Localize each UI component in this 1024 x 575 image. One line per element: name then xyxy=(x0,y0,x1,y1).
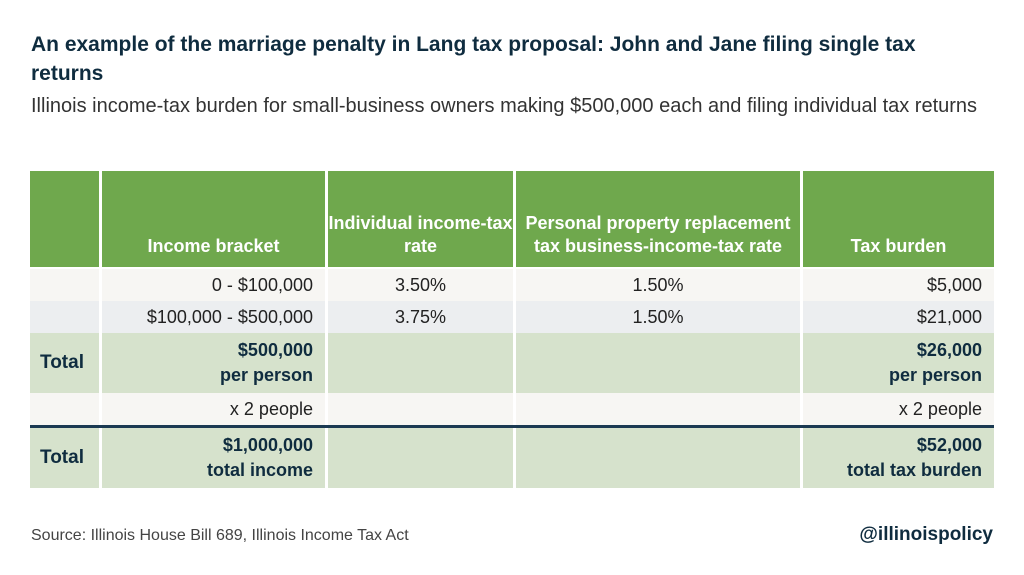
table-row: $100,000 - $500,000 3.75% 1.50% $21,000 xyxy=(30,301,994,333)
total-income-value: $1,000,000 xyxy=(222,435,313,455)
total-burden-cell: $26,000 per person xyxy=(803,333,994,393)
total-divider xyxy=(30,425,994,428)
table-header-row: Income bracket Individual income-tax rat… xyxy=(30,171,994,267)
total-label: Total xyxy=(30,428,102,488)
total-burden-value: $26,000 xyxy=(916,340,982,360)
header-blank xyxy=(30,171,102,267)
income-bracket-cell: 0 - $100,000 xyxy=(102,269,328,301)
total-income-cell: $500,000 per person xyxy=(102,333,328,393)
empty-cell xyxy=(328,428,516,488)
multiplier-income-cell: x 2 people xyxy=(102,393,328,425)
row-label-blank xyxy=(30,393,102,425)
total-burden-cell: $52,000 total tax burden xyxy=(803,428,994,488)
empty-cell xyxy=(516,333,803,393)
row-label-blank xyxy=(30,301,102,333)
header-pprt-rate: Personal property replacement tax busine… xyxy=(516,171,803,267)
chart-subtitle: Illinois income-tax burden for small-bus… xyxy=(31,95,978,117)
empty-cell xyxy=(516,428,803,488)
brand-handle: @illinoispolicy xyxy=(859,524,993,545)
total-label: Total xyxy=(30,333,102,393)
total-income-cell: $1,000,000 total income xyxy=(102,428,328,488)
tax-table: Income bracket Individual income-tax rat… xyxy=(30,171,994,488)
pprt-rate-cell: 1.50% xyxy=(516,269,803,301)
chart-title: An example of the marriage penalty in La… xyxy=(31,33,916,85)
empty-cell xyxy=(328,393,516,425)
table-row: 0 - $100,000 3.50% 1.50% $5,000 xyxy=(30,269,994,301)
header-income-bracket: Income bracket xyxy=(102,171,328,267)
empty-cell xyxy=(328,333,516,393)
individual-rate-cell: 3.75% xyxy=(328,301,516,333)
source-note: Source: Illinois House Bill 689, Illinoi… xyxy=(31,527,409,544)
total-burden-unit: total tax burden xyxy=(846,460,982,480)
income-bracket-cell: $100,000 - $500,000 xyxy=(102,301,328,333)
total-income-unit: total income xyxy=(206,460,313,480)
empty-cell xyxy=(516,393,803,425)
tax-burden-cell: $21,000 xyxy=(803,301,994,333)
header-tax-burden: Tax burden xyxy=(803,171,994,267)
total-income-unit: per person xyxy=(219,365,313,385)
total-income-value: $500,000 xyxy=(237,340,313,360)
total-per-person-row: Total $500,000 per person $26,000 per pe… xyxy=(30,333,994,393)
individual-rate-cell: 3.50% xyxy=(328,269,516,301)
pprt-rate-cell: 1.50% xyxy=(516,301,803,333)
row-label-blank xyxy=(30,269,102,301)
tax-burden-cell: $5,000 xyxy=(803,269,994,301)
total-burden-value: $52,000 xyxy=(916,435,982,455)
total-household-row: Total $1,000,000 total income $52,000 to… xyxy=(30,428,994,488)
header-individual-rate: Individual income-tax rate xyxy=(328,171,516,267)
total-burden-unit: per person xyxy=(888,365,982,385)
multiplier-row: x 2 people x 2 people xyxy=(30,393,994,425)
multiplier-burden-cell: x 2 people xyxy=(803,393,994,425)
